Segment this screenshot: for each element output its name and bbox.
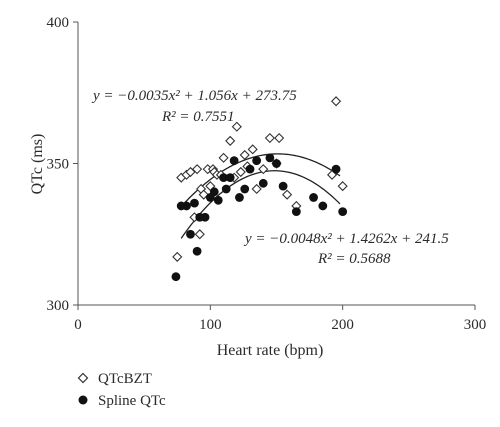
qtcbzt-point <box>258 164 269 175</box>
y-tick-label: 350 <box>47 157 70 173</box>
legend: QTcBZT Spline QTc <box>77 371 166 409</box>
x-tick-label: 0 <box>74 317 82 333</box>
spline-qtc-point <box>245 164 255 174</box>
data-points <box>171 96 348 282</box>
qtcbzt-point <box>192 164 203 175</box>
legend-marker-diamond <box>77 372 89 384</box>
spline-qtc-point <box>291 207 301 217</box>
axes: 0 100 200 300 300 350 400 <box>47 15 487 333</box>
qtcbzt-point <box>218 152 229 163</box>
spline-qtc-point <box>200 212 210 222</box>
equations: y = −0.0035x² + 1.056x + 273.75 R² = 0.7… <box>91 88 449 267</box>
spline-qtc-point <box>171 272 181 282</box>
legend-item-qtcbzt: QTcBZT <box>77 371 152 387</box>
qtcbzt-point <box>247 144 258 155</box>
axis-labels: Heart rate (bpm) QTc (ms) <box>29 134 323 359</box>
spline-qtc-point <box>338 207 348 217</box>
qtcbzt-point <box>185 166 196 178</box>
spline-qtc-point <box>265 153 275 163</box>
spline-qtc-point <box>209 187 219 197</box>
spline-qtc-point <box>252 156 262 166</box>
spline-qtc-point <box>221 184 231 194</box>
r2-spline: R² = 0.5688 <box>317 251 391 267</box>
x-axis-label: Heart rate (bpm) <box>217 342 324 359</box>
qtcbzt-point <box>274 132 285 144</box>
spline-qtc-point <box>182 201 191 211</box>
x-tick-label: 300 <box>464 317 487 333</box>
y-tick-label: 300 <box>47 298 70 314</box>
spline-qtc-point <box>240 184 250 194</box>
r2-qtcbzt: R² = 0.7551 <box>161 109 235 125</box>
qtcbzt-point <box>231 121 242 132</box>
equation-spline: y = −0.0048x² + 1.4262x + 241.5 <box>243 231 449 247</box>
y-tick-label: 400 <box>47 15 70 31</box>
equation-qtcbzt: y = −0.0035x² + 1.056x + 273.75 <box>91 88 297 104</box>
spline-qtc-point <box>225 173 235 183</box>
spline-qtc-point <box>235 193 244 202</box>
x-tick-label: 100 <box>199 317 222 333</box>
spline-qtc-point <box>331 164 341 174</box>
legend-marker-circle <box>78 395 88 405</box>
spline-qtc-point <box>309 193 318 202</box>
qtcbzt-point <box>172 251 183 262</box>
x-tick-label: 200 <box>331 317 354 333</box>
y-axis-label: QTc (ms) <box>29 134 46 195</box>
qtcbzt-point <box>239 149 250 161</box>
spline-qtc-point <box>190 198 199 208</box>
qtcbzt-point <box>337 181 348 192</box>
spline-qtc-point <box>229 156 239 166</box>
legend-item-spline: Spline QTc <box>78 393 166 409</box>
spline-qtc-point <box>213 195 223 205</box>
qtcbzt-point <box>194 229 205 240</box>
spline-qtc-point <box>318 201 328 211</box>
qtcbzt-point <box>330 96 342 107</box>
spline-qtc-point <box>278 181 288 191</box>
qtcbzt-point <box>282 189 293 200</box>
legend-label-qtcbzt: QTcBZT <box>98 371 152 387</box>
legend-label-spline: Spline QTc <box>98 393 166 409</box>
trendline-spline <box>180 170 341 239</box>
qtcbzt-point <box>225 135 236 146</box>
spline-qtc-point <box>192 246 202 256</box>
qtcbzt-point <box>264 132 275 144</box>
trendlines <box>180 153 341 239</box>
qtcbzt-point <box>235 166 246 178</box>
qtcbzt-point <box>198 189 209 200</box>
spline-qtc-point <box>258 178 268 188</box>
trendline-qtcbzt <box>180 153 341 207</box>
spline-qtc-point <box>219 173 228 183</box>
spline-qtc-point <box>272 159 281 168</box>
qtcbzt-point <box>251 183 262 195</box>
spline-qtc-point <box>186 229 195 239</box>
